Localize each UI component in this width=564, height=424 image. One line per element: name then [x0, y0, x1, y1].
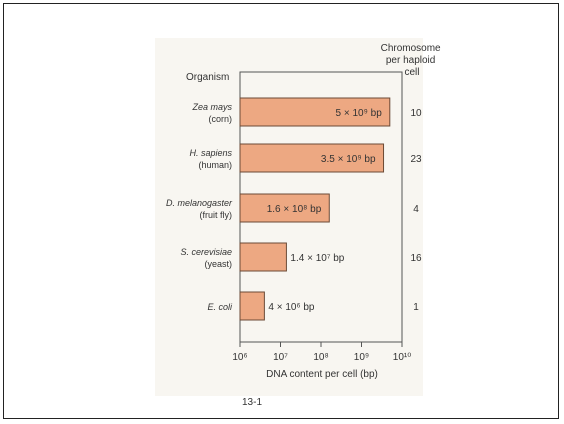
organism-common-name: (human) [198, 160, 232, 170]
organism-name: H. sapiens [189, 148, 232, 158]
organism-name: Zea mays [191, 102, 232, 112]
x-tick-label: 10⁸ [313, 352, 328, 363]
chromosome-count: 1 [413, 302, 419, 313]
organism-name: D. melanogaster [166, 198, 233, 208]
chromosome-count: 23 [410, 154, 422, 165]
bar-value-label: 1.6 × 10⁸ bp [267, 204, 322, 215]
x-tick-label: 10¹⁰ [393, 352, 411, 363]
chromosome-header: Chromosome per haploid cell [381, 43, 444, 78]
label-group: 5 × 10⁹ bp Zea mays (corn) 10 3.5 × 10⁹ bp H.… [166, 102, 422, 313]
bar [239, 291, 265, 321]
bar [239, 193, 330, 223]
organism-name: E. coli [207, 302, 233, 312]
chromosome-count: 16 [410, 253, 422, 264]
x-axis-label: DNA content per cell (bp) [266, 369, 378, 380]
bar-value-label: 5 × 10⁹ bp [336, 108, 383, 119]
organism-name: S. cerevisiae [180, 247, 232, 257]
bar [239, 97, 391, 127]
organism-common-name: (corn) [208, 114, 232, 124]
x-tick-label: 10⁶ [232, 352, 247, 363]
chromosome-count: 4 [413, 204, 419, 215]
bar [239, 242, 287, 272]
bar-value-label: 1.4 × 10⁷ bp [290, 253, 344, 264]
bar [239, 143, 385, 173]
x-tick-label: 10⁹ [354, 352, 369, 363]
organism-header: Organism [186, 72, 229, 83]
organism-common-name: (fruit fly) [200, 210, 233, 220]
bar-value-label: 4 × 10⁶ bp [268, 302, 315, 313]
bar-group [239, 97, 391, 321]
chromosome-count: 10 [410, 108, 422, 119]
bar-value-label: 3.5 × 10⁹ bp [321, 154, 376, 165]
x-tick-label: 10⁷ [273, 352, 288, 363]
tick-group: 10⁶ 10⁷ 10⁸ 10⁹ 10¹⁰ [232, 342, 411, 363]
organism-common-name: (yeast) [204, 259, 232, 269]
caption-fragment: 13-1 [242, 397, 262, 408]
